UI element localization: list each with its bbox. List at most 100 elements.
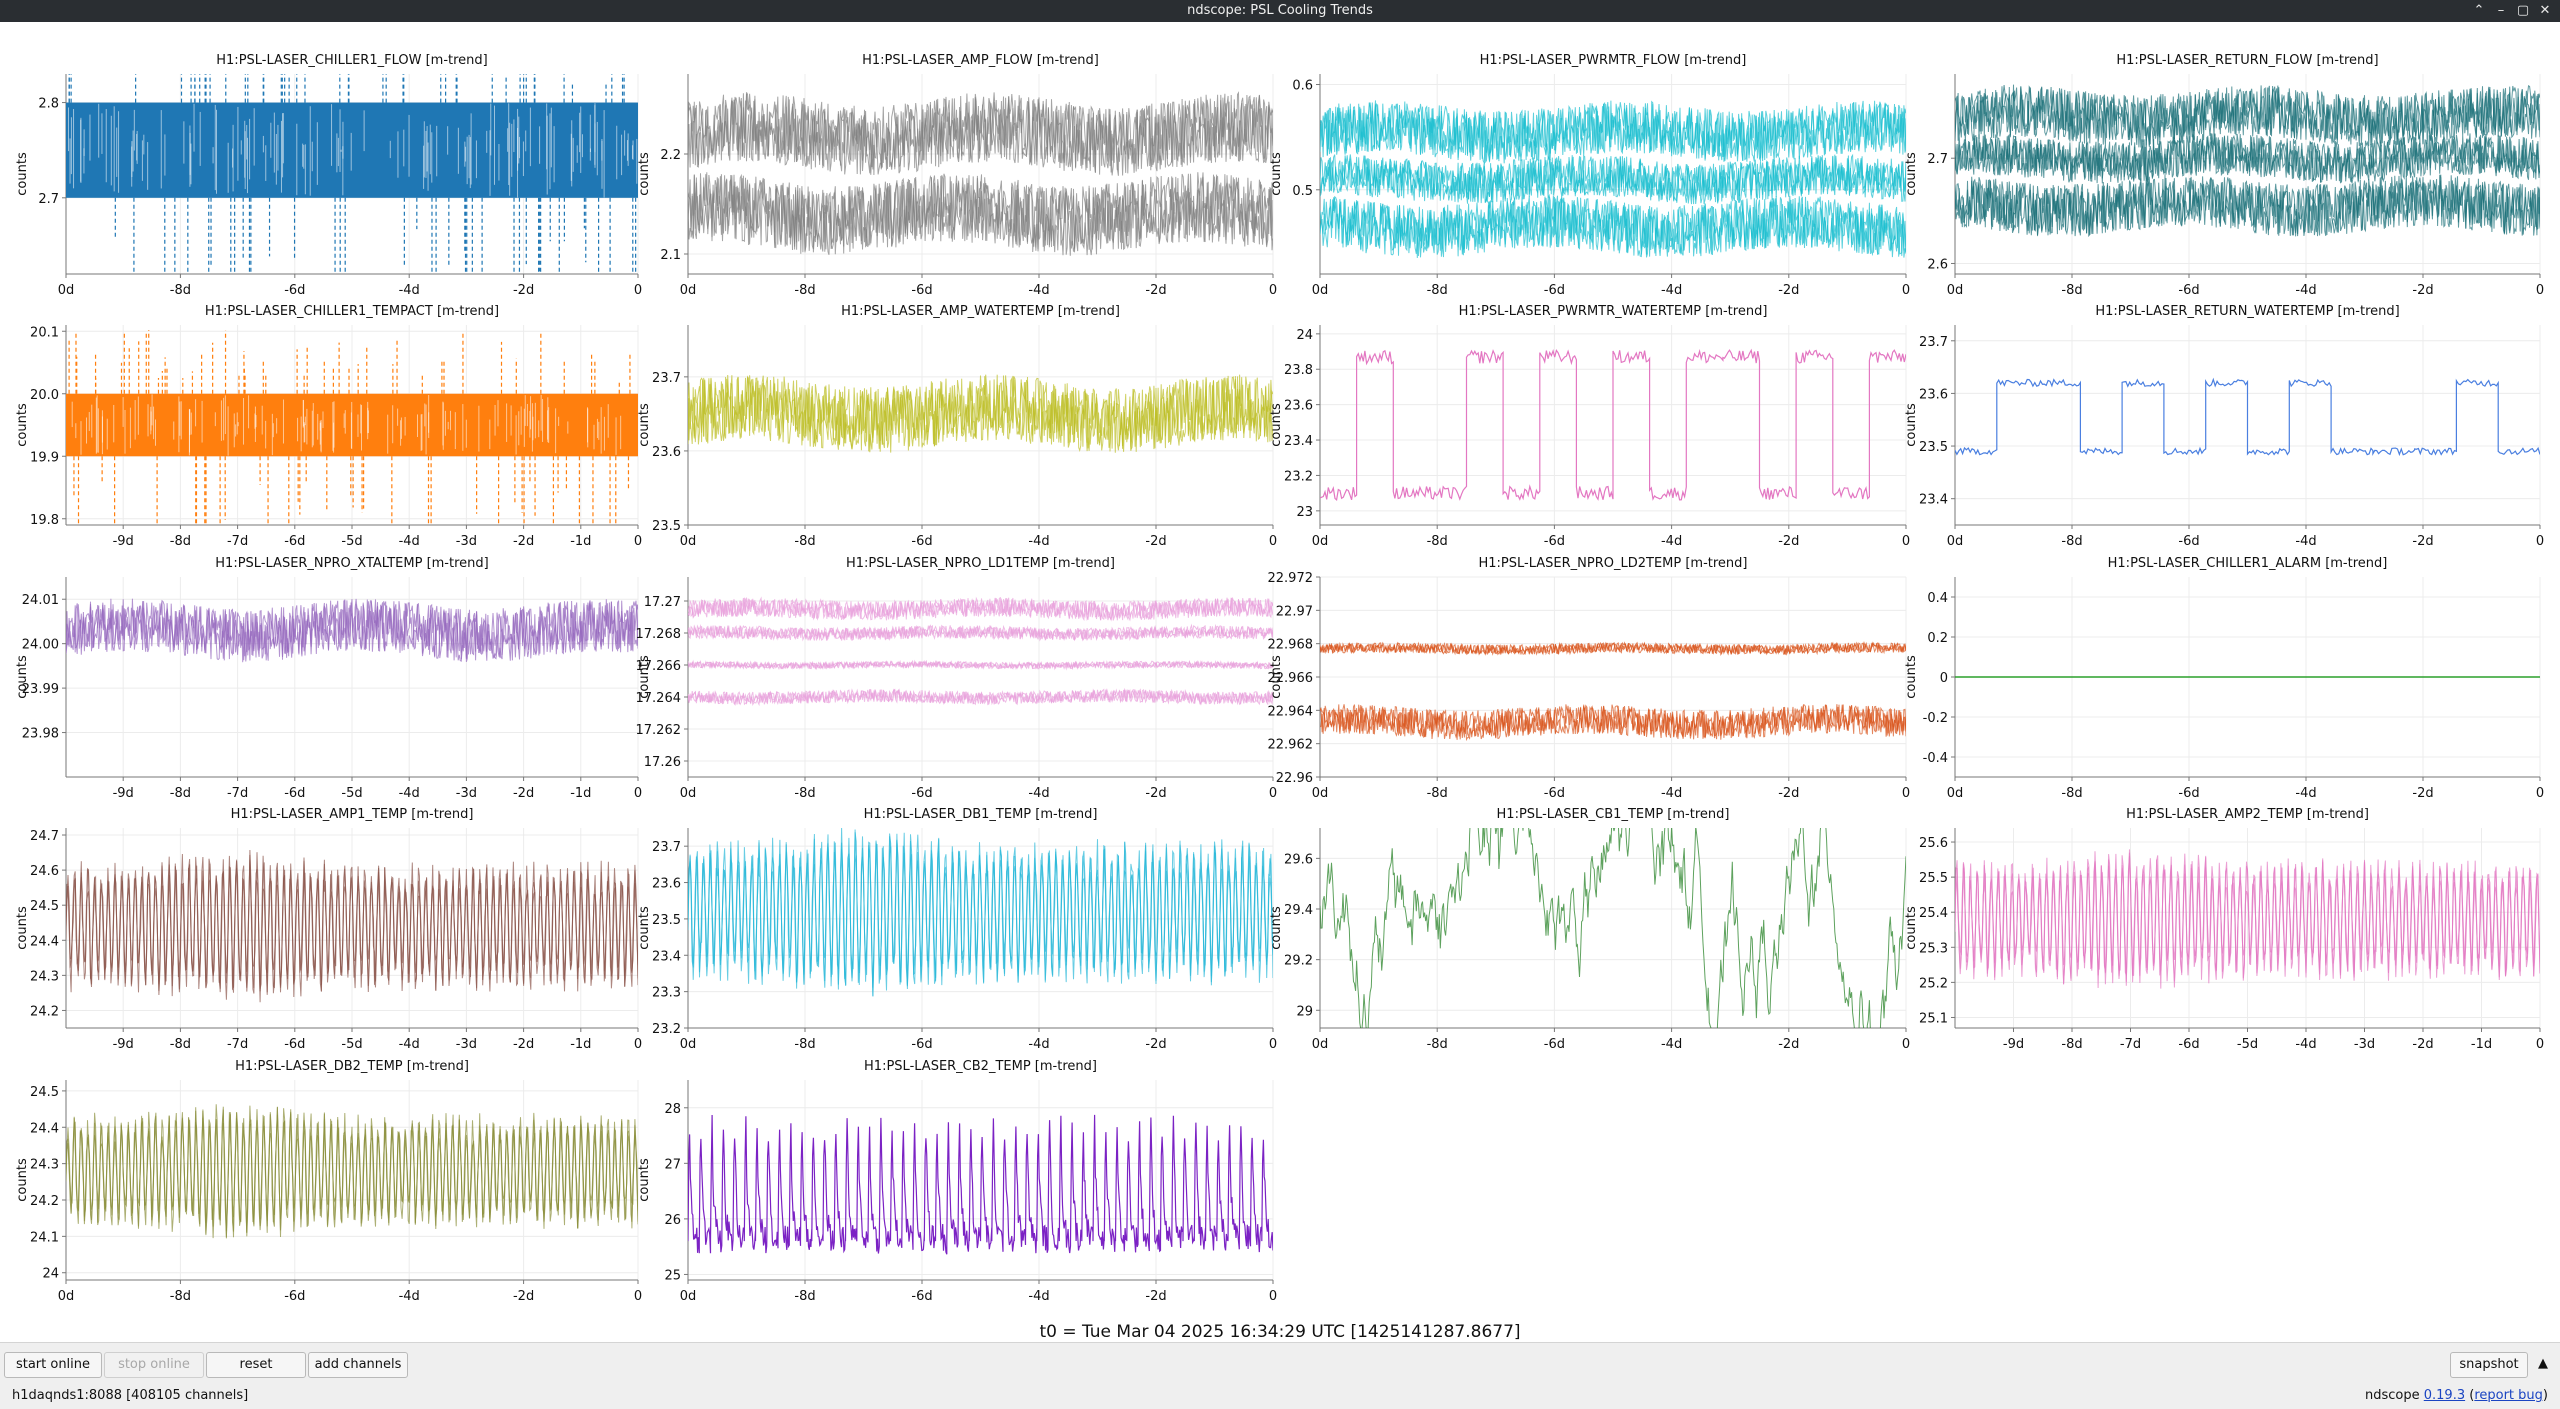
x-tick-label: -8d xyxy=(1427,786,1448,801)
trend-plot[interactable]: H1:PSL-LASER_DB1_TEMP [m-trend]counts23.… xyxy=(637,807,1277,1052)
x-tick-label: -6d xyxy=(911,1289,932,1304)
trend-plot[interactable]: H1:PSL-LASER_NPRO_LD2TEMP [m-trend] count… xyxy=(1268,556,1911,801)
y-tick-label: 23.99 xyxy=(22,682,59,697)
y-tick-label: -0.2 xyxy=(1923,711,1948,726)
trend-plot[interactable]: H1:PSL-LASER_RETURN_WATERTEMP [m-trend] c… xyxy=(1904,304,2544,549)
snapshot-button[interactable]: snapshot xyxy=(2450,1352,2528,1378)
plot-grid[interactable]: H1:PSL-LASER_CHILLER1_FLOW [m-trend] coun… xyxy=(0,22,2560,1342)
y-tick-label: 19.9 xyxy=(30,450,59,465)
expand-panel-icon[interactable]: ▲ xyxy=(2538,1356,2548,1371)
y-tick-label: 0.4 xyxy=(1927,591,1948,606)
trend-plot[interactable]: H1:PSL-LASER_AMP_WATERTEMP [m-trend] coun… xyxy=(637,304,1277,549)
trend-plot[interactable]: H1:PSL-LASER_NPRO_LD1TEMP [m-trend] count… xyxy=(636,556,1278,801)
y-tick-label: 24 xyxy=(42,1267,59,1282)
trend-plot[interactable]: H1:PSL-LASER_AMP2_TEMP [m-trend]counts25… xyxy=(1904,807,2544,1052)
y-tick-label: 25 xyxy=(664,1268,681,1283)
y-tick-label: 22.966 xyxy=(1268,671,1314,686)
window-minimize-button[interactable]: – xyxy=(2497,3,2505,18)
start-online-button[interactable]: start online xyxy=(4,1352,102,1378)
trend-line xyxy=(688,623,1273,642)
trend-plot[interactable]: H1:PSL-LASER_AMP1_TEMP [m-trend]counts24… xyxy=(15,807,642,1052)
x-tick-label: -4d xyxy=(1028,1037,1049,1052)
window-close-button[interactable]: ✕ xyxy=(2539,3,2551,18)
x-tick-label: -6d xyxy=(1544,534,1565,549)
version-link[interactable]: 0.19.3 xyxy=(2423,1388,2466,1403)
x-tick-label: 0 xyxy=(1269,786,1277,801)
x-tick-label: -8d xyxy=(170,786,191,801)
trend-plot[interactable]: H1:PSL-LASER_CB1_TEMP [m-trend] counts 29 2… xyxy=(1269,729,1910,1066)
y-tick-label: 23.5 xyxy=(652,913,681,928)
y-tick-label: 24.4 xyxy=(30,1121,59,1136)
y-tick-label: 2.2 xyxy=(660,148,681,163)
y-tick-label: 17.26 xyxy=(644,755,681,770)
window-shade-button[interactable]: ⌃ xyxy=(2473,3,2485,18)
x-tick-label: -6d xyxy=(284,1289,305,1304)
y-tick-label: 24.5 xyxy=(30,1085,59,1100)
x-tick-label: -4d xyxy=(1661,786,1682,801)
x-tick-label: -6d xyxy=(911,1037,932,1052)
trend-plot[interactable]: H1:PSL-LASER_RETURN_FLOW [m-trend] counts… xyxy=(1904,53,2544,298)
trend-line xyxy=(688,374,1273,453)
y-tick-label: 20.1 xyxy=(30,325,59,340)
x-tick-label: -2d xyxy=(2412,283,2433,298)
plot-area[interactable]: H1:PSL-LASER_CHILLER1_FLOW [m-trend] coun… xyxy=(0,22,2560,1342)
y-tick-label: 26 xyxy=(664,1213,681,1228)
report-bug-link[interactable]: report bug xyxy=(2474,1388,2543,1403)
x-tick-label: -8d xyxy=(794,534,815,549)
trend-line xyxy=(688,596,1273,622)
y-tick-label: 23.6 xyxy=(1284,399,1313,414)
y-tick-label: 23.2 xyxy=(652,1022,681,1037)
trend-plot[interactable]: H1:PSL-LASER_PWRMTR_WATERTEMP [m-trend] c… xyxy=(1269,304,1910,549)
window-maximize-button[interactable]: ▢ xyxy=(2516,3,2530,18)
trend-line xyxy=(688,687,1273,707)
plot-title: H1:PSL-LASER_CHILLER1_FLOW [m-trend] xyxy=(216,53,487,68)
y-tick-label: 0.6 xyxy=(1292,79,1313,94)
trend-plot[interactable]: H1:PSL-LASER_CB2_TEMP [m-trend] counts 25 2… xyxy=(637,1059,1277,1304)
trend-line xyxy=(1320,348,1906,501)
plot-title: H1:PSL-LASER_RETURN_WATERTEMP [m-trend] xyxy=(2095,304,2399,319)
x-tick-label: -5d xyxy=(341,1037,362,1052)
trend-plot[interactable]: H1:PSL-LASER_CHILLER1_ALARM [m-trend] cou… xyxy=(1904,556,2544,801)
x-tick-label: -6d xyxy=(2178,786,2199,801)
plot-title: H1:PSL-LASER_CB2_TEMP [m-trend] xyxy=(864,1059,1097,1074)
trend-data xyxy=(1320,828,1906,1028)
reset-button[interactable]: reset xyxy=(206,1352,306,1378)
x-tick-label: -7d xyxy=(227,534,248,549)
trend-data xyxy=(66,849,638,1003)
y-axis-label: counts xyxy=(637,906,652,950)
x-tick-label: 0d xyxy=(680,1037,697,1052)
trend-plot[interactable]: H1:PSL-LASER_AMP_FLOW [m-trend] counts 2.1… xyxy=(637,53,1277,298)
trend-plot[interactable]: H1:PSL-LASER_PWRMTR_FLOW [m-trend] counts… xyxy=(1269,53,1910,298)
y-tick-label: 23.4 xyxy=(1919,493,1948,508)
trend-data xyxy=(1320,100,1906,259)
x-tick-label: 0 xyxy=(634,1037,642,1052)
stop-online-button[interactable]: stop online xyxy=(104,1352,204,1378)
trend-plot[interactable]: H1:PSL-LASER_CHILLER1_FLOW [m-trend] coun… xyxy=(15,22,642,359)
x-tick-label: -2d xyxy=(1145,786,1166,801)
trend-line xyxy=(1320,828,1906,1028)
x-tick-label: -4d xyxy=(2295,1037,2316,1052)
trend-plot[interactable]: H1:PSL-LASER_DB2_TEMP [m-trend] counts 24 2… xyxy=(15,1059,642,1304)
plot-title: H1:PSL-LASER_AMP_FLOW [m-trend] xyxy=(862,53,1099,68)
trend-plot[interactable]: H1:PSL-LASER_CHILLER1_TEMPACT [m-trend] c… xyxy=(15,304,642,561)
x-tick-label: 0d xyxy=(58,283,75,298)
trend-plot[interactable]: H1:PSL-LASER_NPRO_XTALTEMP [m-trend] coun… xyxy=(15,556,642,801)
x-tick-label: -7d xyxy=(227,786,248,801)
trend-line xyxy=(688,172,1273,256)
x-tick-label: -6d xyxy=(1544,1037,1565,1052)
y-tick-label: 25.3 xyxy=(1919,941,1948,956)
x-tick-label: -1d xyxy=(2471,1037,2492,1052)
x-tick-label: -6d xyxy=(1544,786,1565,801)
add-channels-button[interactable]: add channels xyxy=(308,1352,408,1378)
y-axis-label: counts xyxy=(1904,403,1919,447)
x-tick-label: -8d xyxy=(2061,283,2082,298)
trend-data xyxy=(688,91,1273,256)
x-tick-label: -9d xyxy=(113,534,134,549)
x-tick-label: -2d xyxy=(1145,1037,1166,1052)
x-tick-label: -4d xyxy=(1028,283,1049,298)
x-tick-label: -2d xyxy=(1145,534,1166,549)
x-tick-label: 0d xyxy=(1947,786,1964,801)
y-axis-label: counts xyxy=(637,655,652,699)
x-tick-label: -8d xyxy=(170,534,191,549)
trend-data xyxy=(1320,640,1906,742)
